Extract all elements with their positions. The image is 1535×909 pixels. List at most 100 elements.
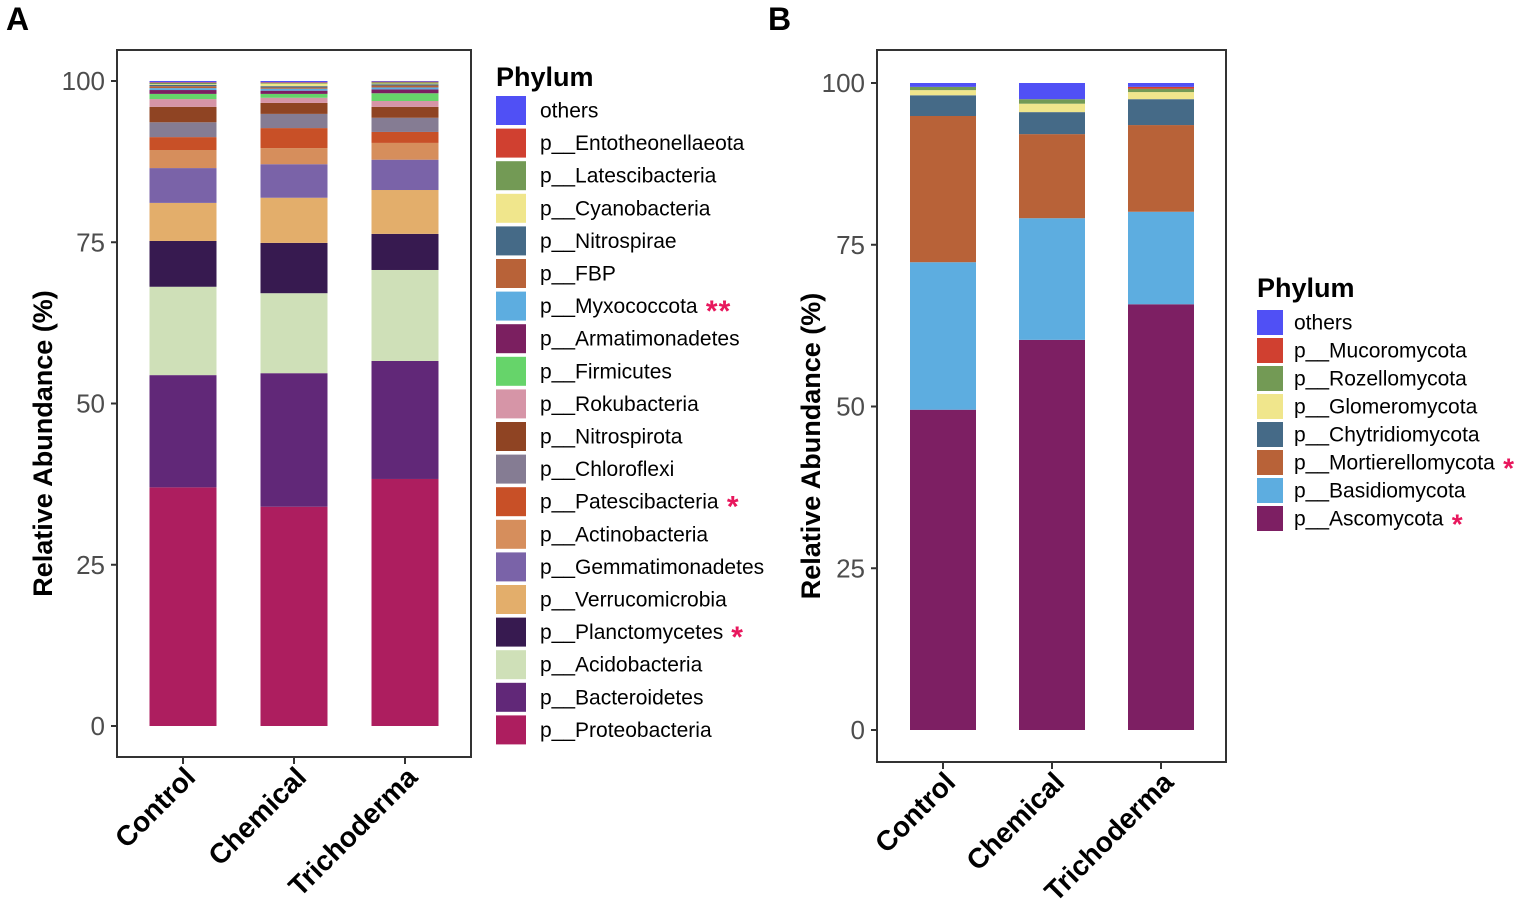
y-tick-label: 75 <box>836 230 865 260</box>
bar-segment-nitrospirae <box>371 84 439 86</box>
bar-stack-chemical <box>260 81 328 726</box>
legend-swatch <box>1257 366 1283 391</box>
bar-segment-rokubacteria <box>149 99 217 107</box>
legend-swatch <box>496 715 526 745</box>
y-tick-label: 100 <box>822 68 865 98</box>
bar-segment-proteobacteria <box>260 506 328 726</box>
legend-swatch <box>1257 478 1283 503</box>
legend-swatch <box>496 682 526 712</box>
legend-item: p__Chytridiomycota <box>1257 422 1480 447</box>
bar-segment-rozellomycota <box>1019 99 1085 104</box>
panel-a: A 0 25 50 75 100 Relative Abundance (%) Control… <box>6 1 764 902</box>
bar-segment-others <box>910 83 976 87</box>
bar-segment-bacteroidetes <box>371 360 439 479</box>
bar-segment-mortierellomycota <box>1128 125 1194 212</box>
legend-item: p__Patescibacteria * <box>496 487 740 524</box>
bar-segment-firmicutes <box>149 93 217 100</box>
bar-segment-fbp <box>371 85 439 88</box>
legend-item: p__Ascomycota * <box>1257 506 1463 540</box>
x-tick-label: Control <box>109 761 201 853</box>
legend-title: Phylum <box>1257 273 1355 303</box>
y-tick-label: 25 <box>76 550 105 580</box>
legend-item: p__Myxococcota ** <box>496 291 731 328</box>
bar-segment-others <box>371 81 439 82</box>
bar-segment-fbp <box>149 86 217 89</box>
legend-item: p__Mucoromycota <box>1257 338 1467 363</box>
legend-label: p__Nitrospirota <box>540 426 683 449</box>
legend: Phylum others p__Mucoromycota p__Rozellomyc… <box>1257 273 1515 540</box>
legend-swatch <box>496 585 526 614</box>
bar-segment-ascomycota <box>1128 304 1194 730</box>
bar-stack-control <box>149 81 217 726</box>
legend-label: p__Chloroflexi <box>540 458 674 481</box>
y-axis-label: Relative Abundance (%) <box>796 293 826 600</box>
bar-segment-fbp <box>260 87 328 89</box>
significance-star: * <box>727 491 740 524</box>
legend-label: p__Rokubacteria <box>540 393 699 416</box>
legend-label: p__Nitrospirae <box>540 230 677 253</box>
legend-swatch <box>1257 506 1283 531</box>
legend-label: p__Bacteroidetes <box>540 686 703 709</box>
significance-star: * <box>1503 453 1515 484</box>
legend-swatch <box>1257 310 1283 335</box>
x-tick-label: Control <box>869 766 961 858</box>
legend-item: p__Glomeromycota <box>1257 394 1478 419</box>
legend-label: p__Patescibacteria <box>540 491 719 514</box>
bar-segment-patescibacteria <box>371 131 439 143</box>
legend-item: others <box>496 96 598 125</box>
panel-label: A <box>6 1 29 37</box>
bar-segment-verrucomicrobia <box>371 190 439 234</box>
bar-segment-entotheonellaeota <box>149 82 217 83</box>
legend-item: p__Basidiomycota <box>1257 478 1466 503</box>
bar-segment-bacteroidetes <box>149 375 217 488</box>
panel-b: B 0 25 50 75 100 Relative Abundance (%) Control… <box>768 1 1515 907</box>
bar-stack-trichoderma <box>371 81 439 726</box>
bar-segment-rozellomycota <box>1128 88 1194 93</box>
legend-swatch <box>1257 394 1283 419</box>
bar-stack-trichoderma <box>1128 83 1194 730</box>
bar-segment-latescibacteria <box>371 82 439 84</box>
legend-swatch <box>496 519 526 549</box>
legend-swatch <box>496 617 526 647</box>
significance-star: ** <box>706 295 731 328</box>
bar-segment-acidobacteria <box>149 286 217 376</box>
legend-swatch <box>496 324 526 354</box>
legend-swatch <box>496 161 526 191</box>
legend-item: p__Actinobacteria <box>496 519 708 549</box>
legend-swatch <box>496 422 526 451</box>
legend-label: p__Entotheonellaeota <box>540 132 745 155</box>
legend-label: p__Chytridiomycota <box>1294 424 1480 447</box>
significance-star: * <box>731 621 744 654</box>
legend-label: others <box>1294 312 1352 335</box>
bar-segment-cyanobacteria <box>371 83 439 85</box>
legend-label: p__Myxococcota <box>540 295 698 318</box>
x-tick-label: Chemical <box>202 761 312 871</box>
legend-label: p__Basidiomycota <box>1294 480 1466 503</box>
legend-label: p__Mortierellomycota <box>1294 452 1495 475</box>
bar-segment-actinobacteria <box>149 150 217 169</box>
bar-segment-entotheonellaeota <box>371 81 439 83</box>
legend-item: p__Nitrospirota <box>496 422 683 451</box>
y-tick-label: 50 <box>836 392 865 422</box>
bar-segment-proteobacteria <box>149 487 217 726</box>
bar-segment-chloroflexi <box>149 122 217 138</box>
bar-segment-chloroflexi <box>371 117 439 132</box>
bar-segment-mortierellomycota <box>1019 134 1085 219</box>
x-tick-label: Chemical <box>960 766 1070 876</box>
legend-label: p__Cyanobacteria <box>540 197 711 220</box>
legend-item: others <box>1257 310 1352 335</box>
legend-item: p__FBP <box>496 259 616 288</box>
bar-segment-nitrospirota <box>149 106 217 123</box>
bar-segment-mucoromycota <box>1128 86 1194 89</box>
bar-segment-basidiomycota <box>910 262 976 410</box>
legend-label: others <box>540 100 598 123</box>
legend-label: p__Mucoromycota <box>1294 340 1467 363</box>
legend-label: p__Verrucomicrobia <box>540 589 727 612</box>
y-tick-label: 100 <box>62 66 105 96</box>
legend-label: p__Ascomycota <box>1294 508 1444 531</box>
bar-segment-rozellomycota <box>910 86 976 91</box>
bar-segment-myxococcota <box>260 88 328 91</box>
y-tick-label: 25 <box>836 553 865 583</box>
legend-swatch <box>496 259 526 288</box>
bar-segment-glomeromycota <box>1019 103 1085 113</box>
